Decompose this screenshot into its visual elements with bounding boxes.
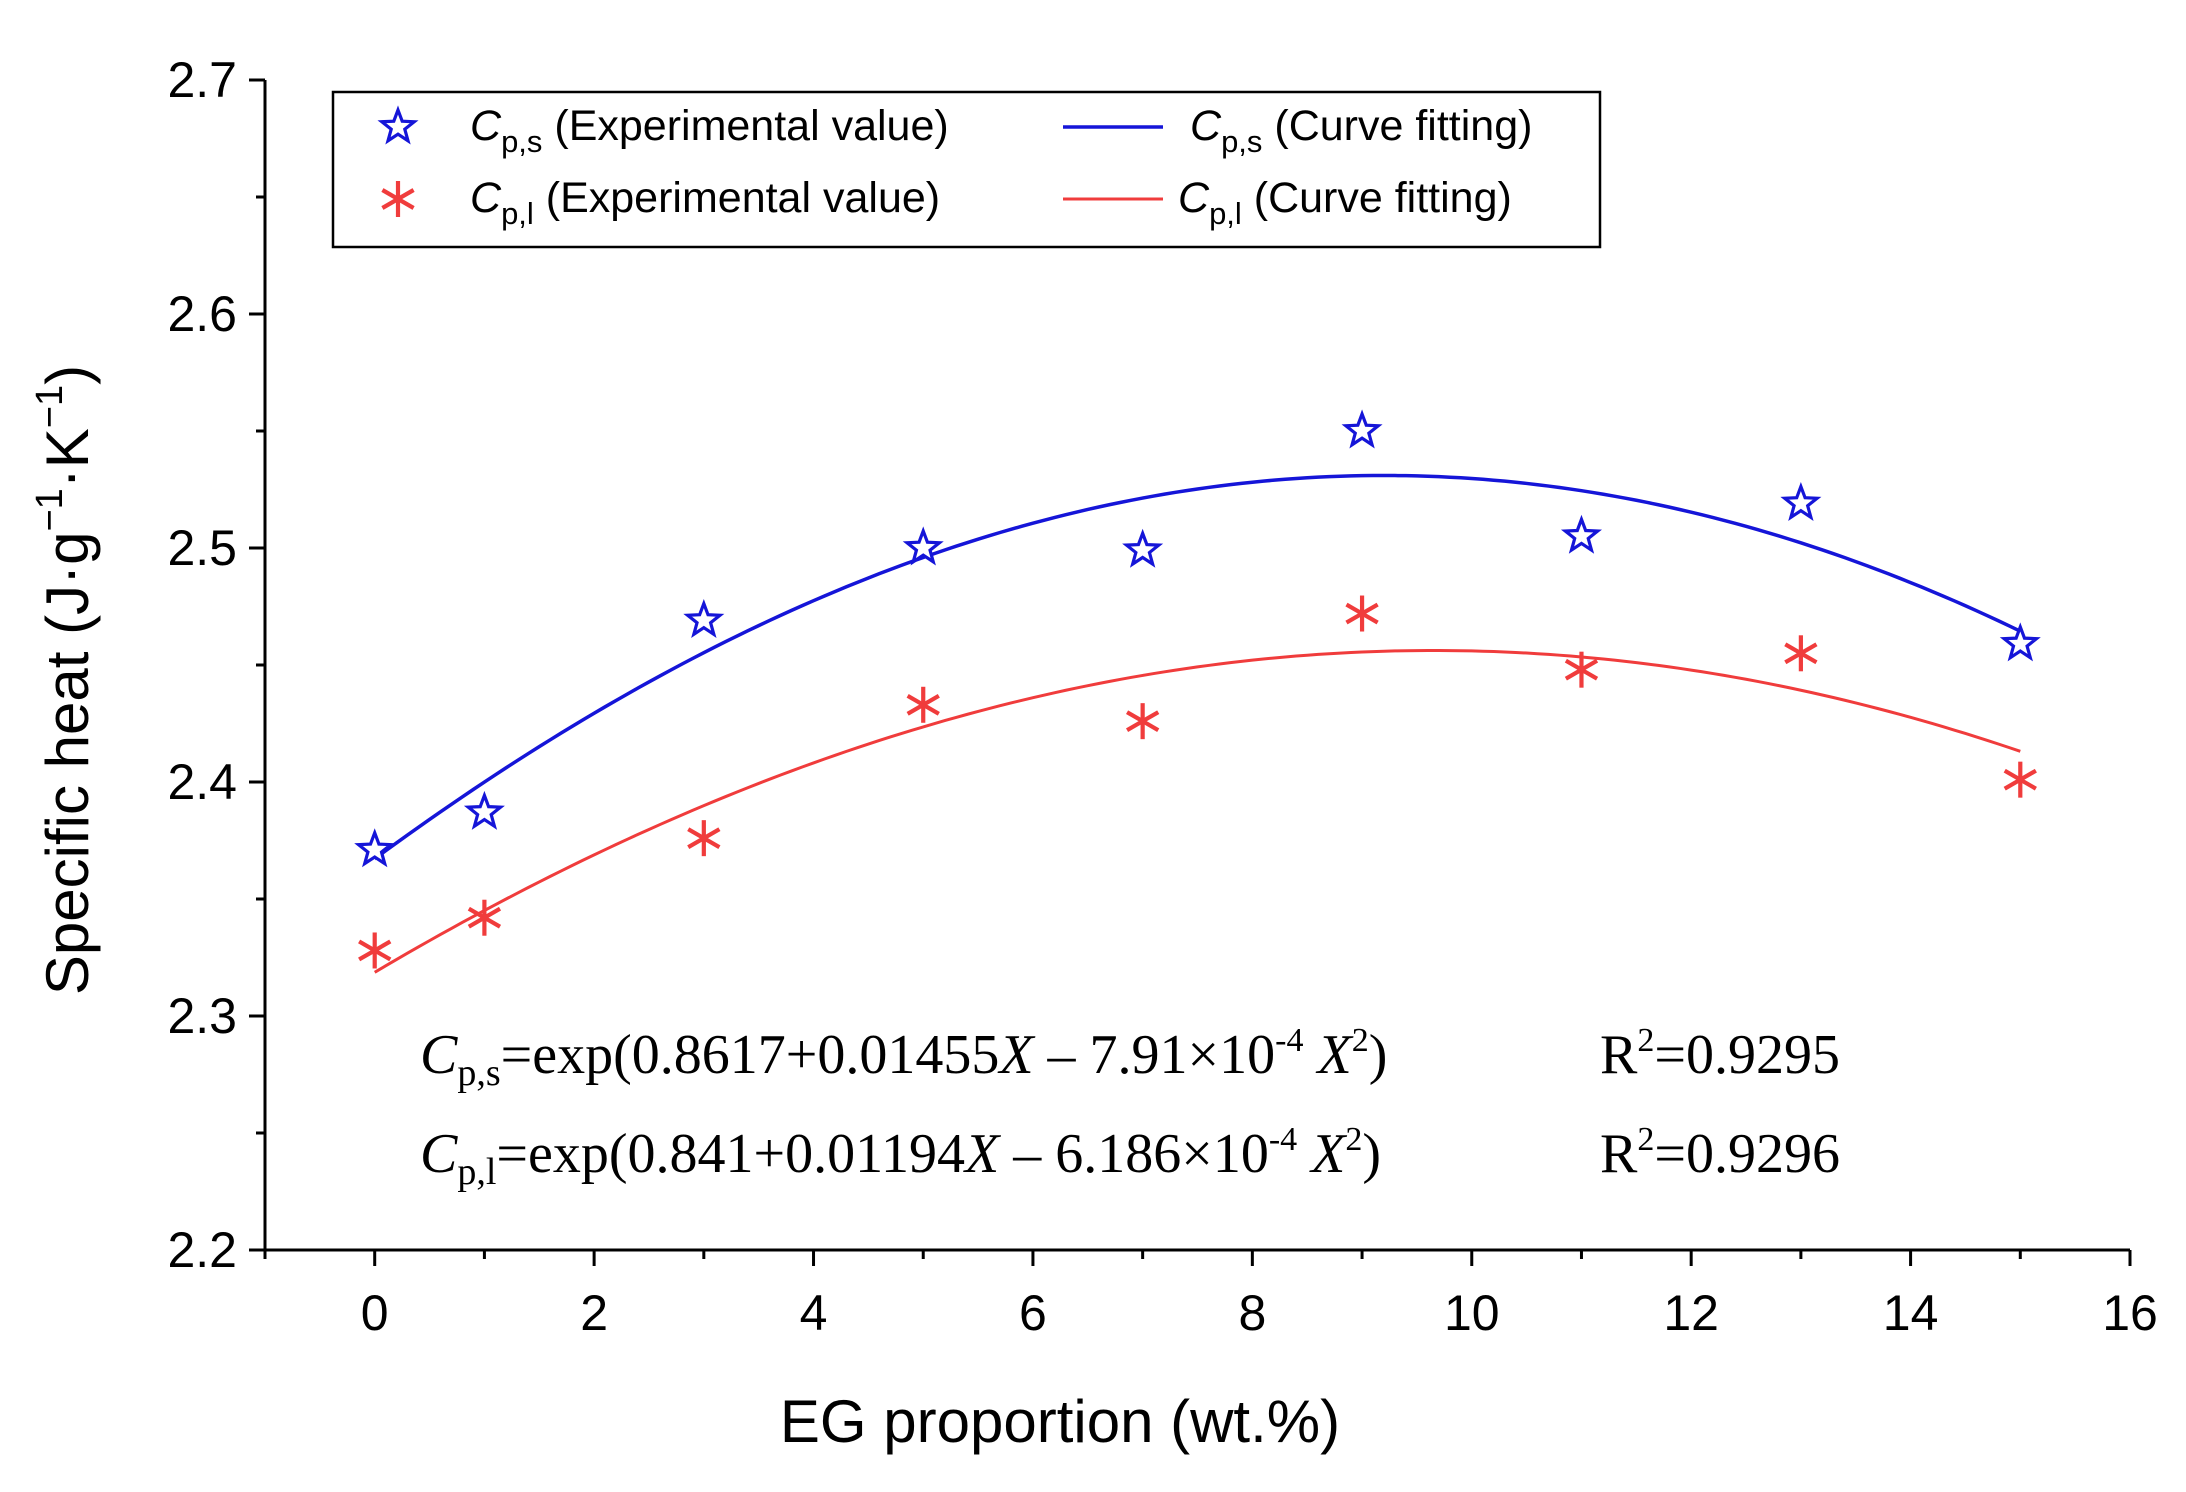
point-cpl [687, 820, 721, 857]
y-tick-label: 2.2 [167, 1222, 237, 1278]
fit-curve-cps [373, 473, 2022, 861]
legend-asterisk-marker [381, 181, 415, 217]
x-tick-label: 6 [1019, 1285, 1047, 1341]
point-cpl [358, 932, 392, 969]
legend-asterisk [381, 181, 415, 217]
legend-box [331, 90, 1602, 249]
x-tick-label: 12 [1663, 1285, 1719, 1341]
y-tick-label: 2.7 [167, 52, 237, 108]
x-tick-label: 8 [1238, 1285, 1266, 1341]
legend-label-cpl-experimental: Cp,l (Experimental value) [470, 174, 940, 231]
data-points [354, 409, 2041, 969]
point-cps [1999, 622, 2041, 662]
fit-curves [373, 473, 2022, 974]
y-tick-label: 2.5 [167, 520, 237, 576]
point-cpl [1345, 595, 1379, 632]
legend-star-marker [377, 105, 419, 145]
y-tick-label: 2.3 [167, 988, 237, 1044]
point-cps [1780, 481, 1822, 521]
y-axis-title: Specific heat (J·g−1·K−1) [29, 365, 101, 995]
equation-cps: Cp,s=exp(0.8617+0.01455X – 7.91×10-4 X2) [420, 1022, 1387, 1094]
point-cps [1341, 409, 1383, 449]
point-cps [463, 790, 505, 830]
point-cpl [1126, 703, 1160, 740]
point-cpl [2003, 761, 2037, 798]
point-cpl [1784, 635, 1818, 672]
x-tick-label: 10 [1444, 1285, 1500, 1341]
r-squared-cpl: R2=0.9296 [1600, 1121, 1840, 1185]
point-cps [683, 598, 725, 638]
y-tick-label: 2.6 [167, 286, 237, 342]
legend-star [377, 105, 419, 145]
point-cpl [906, 686, 940, 723]
point-cpl [467, 899, 502, 936]
point-cps [1122, 528, 1164, 568]
legend-label-cpl-fit: Cp,l (Curve fitting) [1178, 174, 1512, 231]
point-cps [902, 526, 944, 566]
x-tick-label: 0 [361, 1285, 389, 1341]
legend-label-cps-fit: Cp,s (Curve fitting) [1190, 102, 1532, 159]
legend-label-cps-experimental: Cp,s (Experimental value) [470, 102, 949, 159]
equation-cpl: Cp,l=exp(0.841+0.01194X – 6.186×10-4 X2) [420, 1121, 1381, 1193]
y-tick-label: 2.4 [167, 754, 237, 810]
x-tick-label: 2 [580, 1285, 608, 1341]
axes: 0 2 4 6 8 10 12 14 16 2.2 2.3 2.4 2.5 2.6 2.7 [167, 52, 2157, 1341]
point-cps [1560, 514, 1602, 554]
point-cps [354, 828, 396, 868]
legend: Cp,s (Experimental value) Cp,s (Curve fi… [331, 90, 1602, 249]
x-tick-label: 4 [800, 1285, 828, 1341]
equations: Cp,s=exp(0.8617+0.01455X – 7.91×10-4 X2)… [420, 1022, 1840, 1193]
fit-curve-cpl [373, 649, 2021, 974]
x-tick-label: 14 [1883, 1285, 1939, 1341]
x-tick-label: 16 [2102, 1285, 2158, 1341]
x-axis-title: EG proportion (wt.%) [780, 1388, 1340, 1455]
r-squared-cps: R2=0.9295 [1600, 1022, 1840, 1086]
point-cpl [1564, 651, 1599, 688]
